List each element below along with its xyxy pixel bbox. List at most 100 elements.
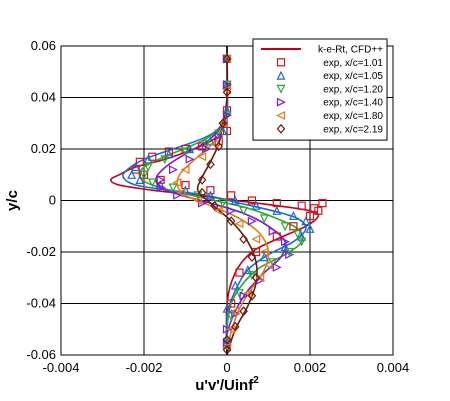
x-tick-label: -0.002: [126, 360, 163, 375]
data-point: [147, 178, 157, 188]
data-point: [169, 165, 178, 175]
model-curve-2: [138, 45, 304, 356]
data-point: [164, 147, 173, 156]
data-point: [305, 223, 315, 233]
data-point: [227, 206, 237, 216]
legend-marker: [276, 84, 286, 94]
data-point: [143, 154, 153, 164]
data-point: [272, 205, 282, 215]
data-point: [156, 183, 166, 193]
data-point: [222, 80, 232, 90]
data-point: [222, 334, 232, 345]
data-point: [251, 234, 261, 244]
legend-entry: k-e-Rt, CFD++: [261, 45, 383, 56]
data-point: [185, 154, 195, 164]
x-tick-label: 0: [223, 360, 230, 375]
legend-entry: exp, x/c=1.01: [276, 58, 383, 69]
legend-entry: exp, x/c=1.80: [276, 111, 383, 122]
data-point: [297, 201, 306, 210]
data-point: [180, 165, 190, 175]
legend-entry: exp, x/c=1.20: [276, 84, 383, 95]
series-2: [139, 54, 307, 347]
data-point: [160, 155, 170, 165]
data-point: [218, 118, 228, 129]
data-point: [206, 186, 215, 195]
data-point: [135, 175, 145, 184]
legend-marker: [276, 123, 286, 134]
data-point: [222, 53, 232, 64]
y-tick-label: -0.06: [26, 347, 56, 362]
data-markers: [127, 53, 327, 355]
data-point: [289, 222, 298, 231]
data-point: [247, 271, 257, 281]
data-point: [230, 306, 240, 316]
data-point: [239, 306, 248, 317]
data-point: [231, 309, 241, 319]
data-point: [263, 260, 273, 270]
data-point: [173, 190, 183, 200]
data-point: [281, 237, 290, 247]
legend-entry: exp, x/c=1.40: [276, 97, 383, 109]
data-point: [201, 139, 211, 149]
y-tick-label: -0.04: [26, 296, 56, 311]
data-point: [239, 291, 249, 301]
legend-label: exp, x/c=1.05: [323, 71, 383, 82]
data-point: [205, 190, 215, 200]
data-point: [272, 262, 282, 272]
legend-marker: [276, 58, 286, 67]
data-point: [288, 211, 298, 220]
data-point: [168, 183, 178, 193]
data-point: [197, 187, 207, 198]
data-point: [222, 303, 232, 313]
data-point: [222, 87, 232, 98]
data-point: [202, 144, 212, 154]
data-point: [222, 111, 232, 120]
data-point: [139, 170, 149, 180]
x-tick-label: 0.002: [294, 360, 327, 375]
data-point: [318, 198, 327, 208]
y-tick-label: 0.02: [31, 141, 56, 156]
data-point: [247, 216, 257, 226]
data-point: [164, 149, 174, 159]
data-point: [247, 290, 257, 301]
x-tick-label: -0.004: [43, 360, 80, 375]
y-tick-label: 0: [49, 193, 56, 208]
legend-entry: exp, x/c=1.05: [276, 70, 383, 82]
model-curve-1: [122, 45, 307, 356]
x-axis-label-superscript: 2: [253, 375, 259, 386]
data-point: [213, 206, 223, 216]
data-point: [210, 200, 219, 211]
data-point: [227, 191, 236, 200]
data-point: [255, 273, 265, 283]
data-point: [301, 216, 311, 226]
data-point: [280, 222, 290, 232]
data-point: [247, 252, 257, 263]
data-point: [206, 159, 215, 170]
axis-tick-labels: -0.004 -0.002 0 0.002 0.004 -0.06 -0.04 -0.02 0 0…: [26, 38, 409, 375]
legend-box: [252, 38, 388, 141]
data-point: [127, 169, 137, 179]
data-point: [172, 178, 182, 187]
data-point: [226, 216, 236, 227]
data-point: [176, 188, 186, 198]
legend-label: exp, x/c=1.20: [323, 84, 383, 95]
data-point: [230, 195, 240, 205]
data-point: [197, 152, 207, 162]
legend-marker: [276, 111, 286, 120]
legend-marker: [276, 97, 286, 107]
legend-label: exp, x/c=1.80: [323, 111, 383, 122]
data-point: [247, 196, 256, 205]
data-point: [143, 162, 153, 172]
data-point: [251, 200, 261, 210]
data-point: [181, 147, 190, 157]
data-point: [285, 250, 295, 260]
data-point: [280, 242, 290, 251]
data-point: [214, 141, 223, 152]
data-point: [222, 111, 232, 121]
y-tick-label: 0.06: [31, 38, 56, 53]
legend-entry: exp, x/c=2.19: [276, 123, 383, 135]
legend-label: exp, x/c=2.19: [323, 124, 383, 135]
legend-label: exp, x/c=1.01: [323, 58, 383, 69]
data-point: [231, 321, 240, 332]
data-point: [239, 234, 248, 245]
